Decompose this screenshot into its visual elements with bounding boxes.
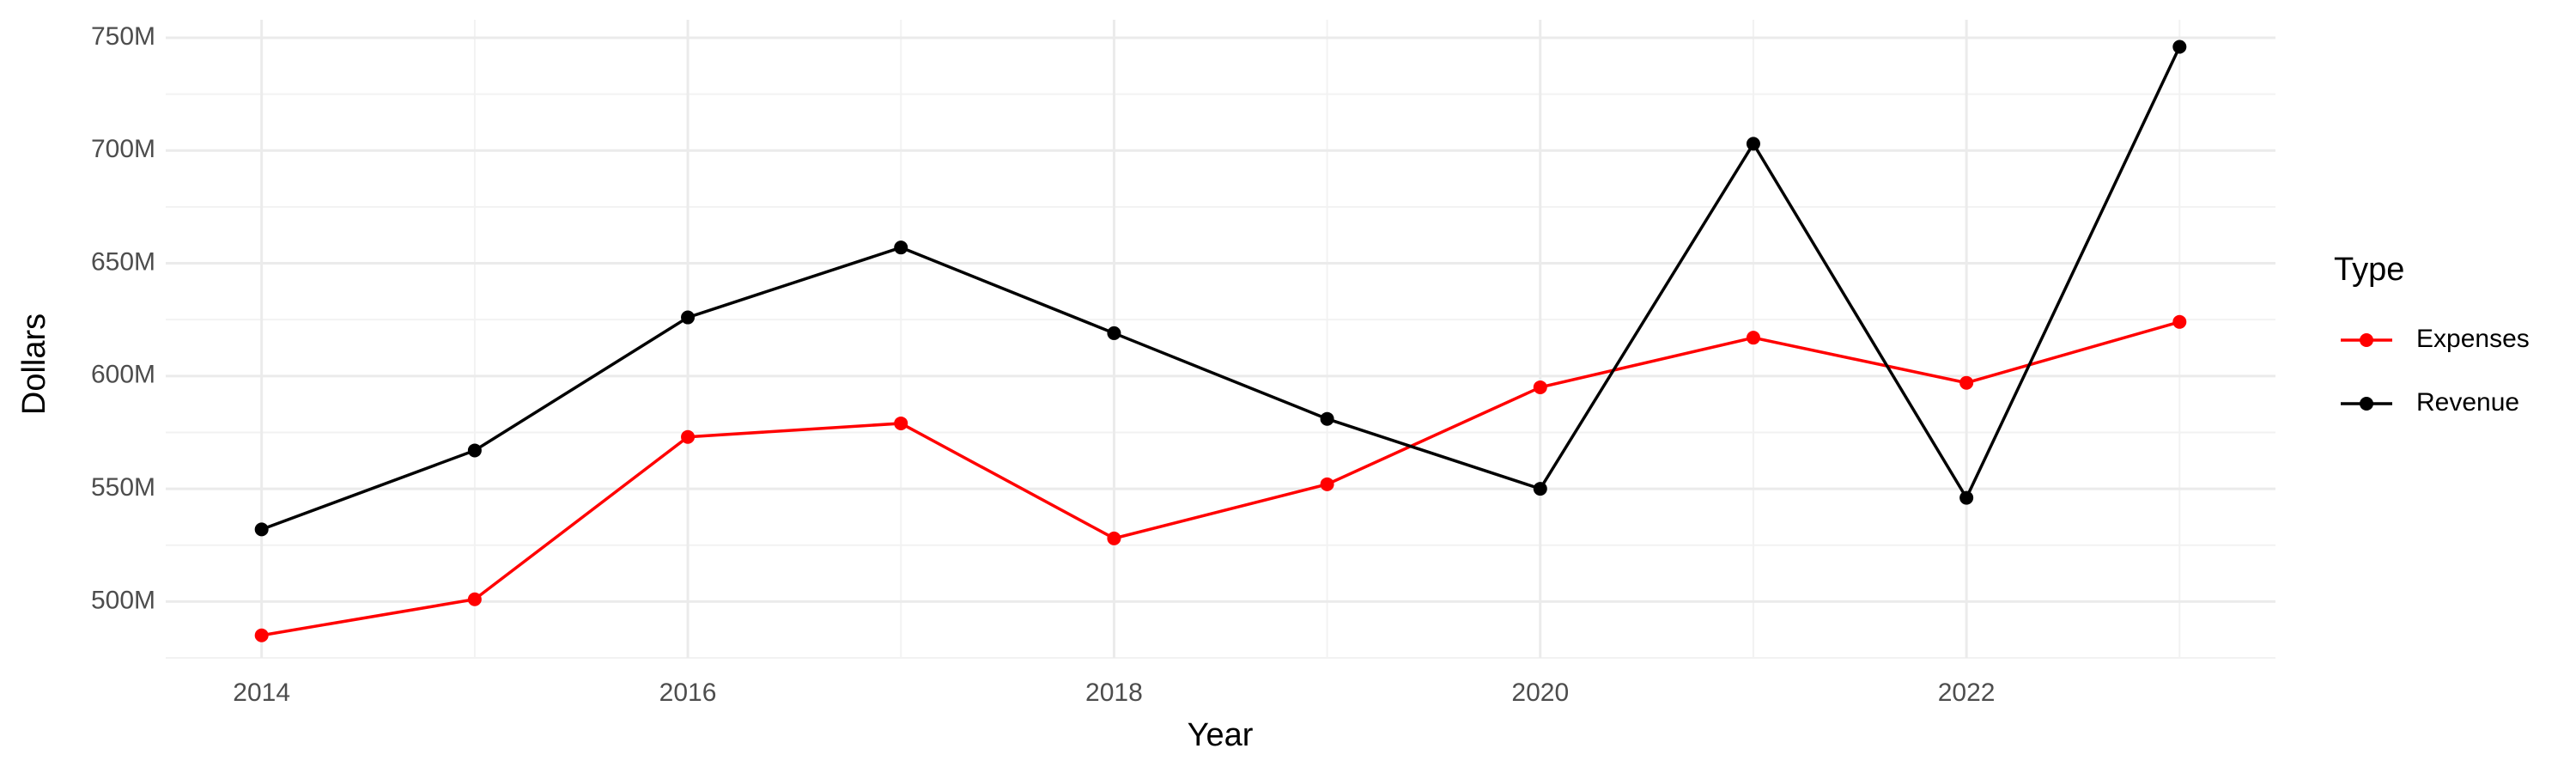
y-tick-label: 500M [91,586,155,614]
data-point [254,522,269,537]
x-axis-title: Year [1188,717,1254,753]
data-point [1107,531,1121,545]
data-point [1320,411,1334,426]
y-tick-label: 550M [91,473,155,502]
data-point [1746,331,1760,345]
data-point [1746,137,1760,151]
data-point [254,628,269,642]
x-tick-label: 2020 [1511,679,1569,707]
x-tick-label: 2014 [233,679,290,707]
data-point [467,443,482,458]
legend-label: Expenses [2416,325,2530,353]
data-point [2172,314,2187,329]
y-tick-label: 600M [91,361,155,389]
data-point [1533,482,1547,496]
legend-key-point [2360,333,2373,347]
data-point [681,310,696,325]
x-tick-label: 2016 [659,679,717,707]
data-point [1107,326,1121,340]
y-tick-label: 650M [91,247,155,276]
data-point [1959,490,1974,505]
data-point [894,416,908,430]
data-point [894,240,908,255]
data-point [467,592,482,606]
x-tick-label: 2018 [1085,679,1143,707]
data-point [1320,477,1334,491]
data-point [1533,380,1547,394]
legend-title: Type [2334,252,2404,288]
series-line [261,320,2180,637]
x-tick-label: 2022 [1938,679,1996,707]
legend-key-point [2360,397,2373,411]
data-point [1959,375,1974,390]
y-axis-title: Dollars [16,313,52,415]
data-point [2172,40,2187,54]
y-tick-label: 700M [91,135,155,163]
data-point [681,429,696,444]
legend-label: Revenue [2416,388,2519,417]
series-line [261,46,2181,531]
y-tick-label: 750M [91,22,155,51]
